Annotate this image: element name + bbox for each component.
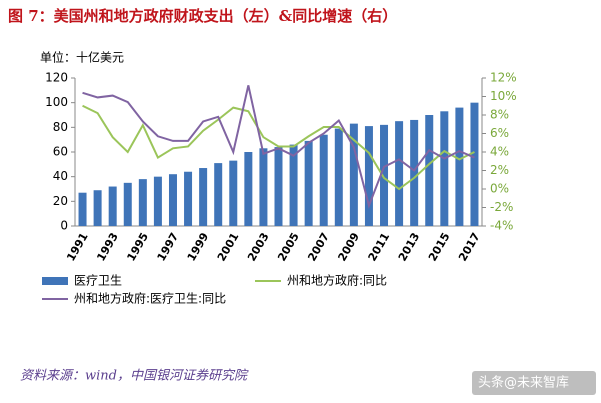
bar xyxy=(364,126,373,226)
y2-tick-label: 8% xyxy=(490,108,509,122)
y2-tick-label: 0% xyxy=(490,182,509,196)
y2-tick-label: -4% xyxy=(490,219,513,233)
y-tick-label: 40 xyxy=(53,169,68,183)
y-tick-label: 120 xyxy=(45,71,68,85)
y2-tick-label: 10% xyxy=(490,89,517,103)
line xyxy=(82,85,475,209)
bar xyxy=(440,111,449,226)
y2-tick-label: -2% xyxy=(490,200,513,214)
bar xyxy=(108,186,117,226)
bar xyxy=(274,147,283,226)
chart-title: 图 7：美国州和地方政府财政支出（左）&同比增速（右） xyxy=(8,7,397,25)
bar xyxy=(395,121,404,226)
bar xyxy=(168,174,177,226)
y2-tick-label: 2% xyxy=(490,163,509,177)
bar xyxy=(138,179,147,226)
legend-label: 州和地方政府:医疗卫生:同比 xyxy=(74,291,226,306)
bar xyxy=(319,134,328,226)
bar xyxy=(334,128,343,226)
bar xyxy=(199,168,208,226)
y2-tick-label: 4% xyxy=(490,145,509,159)
y-tick-label: 20 xyxy=(53,194,68,208)
source: 资料来源：wind，中国银河证券研究院 xyxy=(20,368,249,384)
bar xyxy=(244,152,253,226)
legend-swatch xyxy=(42,277,68,285)
watermark: 头条@未来智库 xyxy=(478,375,569,391)
bar xyxy=(410,119,419,226)
bar xyxy=(380,124,389,226)
line xyxy=(82,104,475,191)
bar xyxy=(93,190,102,226)
y-tick-label: 60 xyxy=(53,145,68,159)
legend-label: 医疗卫生 xyxy=(74,274,122,288)
y2-tick-label: 6% xyxy=(490,126,509,140)
bar xyxy=(425,115,434,226)
bar xyxy=(229,160,238,226)
bar xyxy=(184,171,193,226)
bar xyxy=(78,192,87,226)
bar xyxy=(259,148,268,226)
y-tick-label: 0 xyxy=(60,219,68,233)
legend-label: 州和地方政府:同比 xyxy=(287,273,387,288)
watermark-bg xyxy=(472,371,596,395)
bar xyxy=(349,123,358,226)
bar xyxy=(153,176,162,226)
bar xyxy=(214,163,223,226)
y-tick-label: 100 xyxy=(45,95,68,109)
bar xyxy=(470,102,479,226)
y-tick-label: 80 xyxy=(53,120,68,134)
bar xyxy=(289,144,298,226)
bar xyxy=(123,182,132,226)
y2-tick-label: 12% xyxy=(490,71,517,85)
unit-label: 单位：十亿美元 xyxy=(40,50,124,65)
bar xyxy=(455,107,464,226)
bar xyxy=(304,140,313,226)
